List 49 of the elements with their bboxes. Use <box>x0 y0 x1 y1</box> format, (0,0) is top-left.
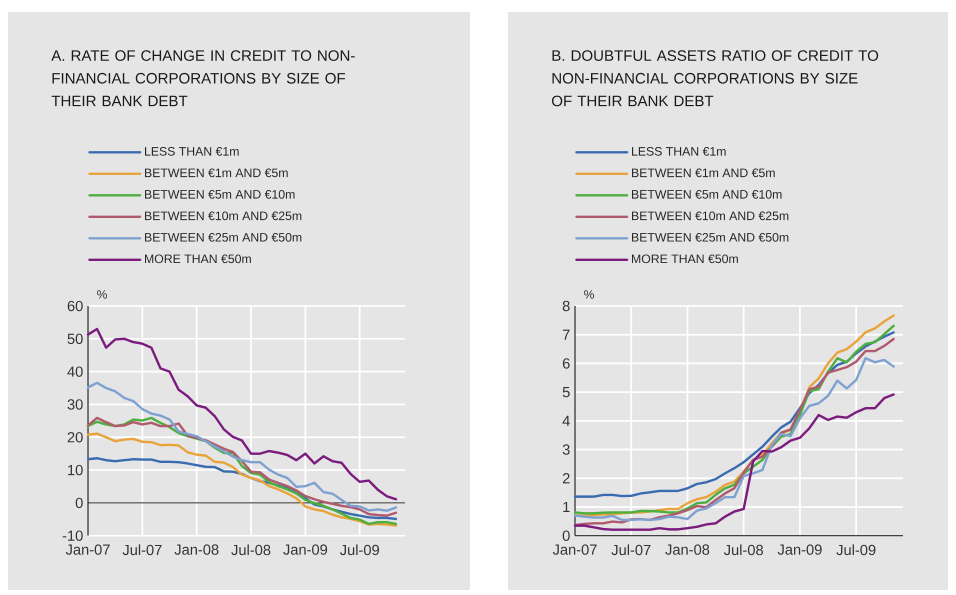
legend-label: MORE THAN €50m <box>632 254 738 264</box>
y-axis-title: % <box>97 290 107 299</box>
legend-label: BETWEEN €1m AND €5m <box>145 168 288 178</box>
y-tick-label: 2 <box>562 473 570 484</box>
legend-label: BETWEEN €25m AND €50m <box>632 232 788 242</box>
y-tick-label: 60 <box>68 300 83 312</box>
y-tick-label: 7 <box>562 330 570 340</box>
line-series <box>86 328 398 500</box>
x-tick-label: Jan-08 <box>665 544 710 555</box>
x-tick-label: Jan-09 <box>283 544 328 555</box>
y-tick-label: 10 <box>68 464 83 476</box>
x-tick-label: Jan-07 <box>552 544 597 555</box>
legend-label: BETWEEN €5m AND €10m <box>145 190 295 199</box>
y-tick-label: 4 <box>562 416 570 426</box>
y-tick-label: 3 <box>562 444 570 455</box>
y-tick-label: -10 <box>62 530 83 541</box>
y-tick-label: 20 <box>68 432 83 442</box>
legend-label: LESS THAN €1m <box>145 146 239 156</box>
y-tick-label: 0 <box>562 530 570 541</box>
x-tick-label: Jul-08 <box>231 544 270 556</box>
x-tick-label: Jul-09 <box>340 544 379 556</box>
legend-label: BETWEEN €10m AND €25m <box>145 211 302 220</box>
chart-title: B. DOUBTFUL ASSETS RATIO OF CREDIT TO NON-FINANCIAL CORPORATIONS BY SIZE OF THEIR BANK DEBT <box>552 50 878 106</box>
y-tick-label: 6 <box>562 358 570 369</box>
x-tick-label: Jan-07 <box>66 544 110 555</box>
line-series <box>86 457 398 520</box>
y-tick-label: 8 <box>562 300 570 312</box>
x-tick-label: Jul-07 <box>122 544 162 556</box>
x-tick-label: Jul-07 <box>611 544 650 556</box>
x-tick-label: Jul-09 <box>836 544 876 556</box>
y-tick-label: 30 <box>68 399 83 410</box>
line-series <box>86 382 398 512</box>
line-series <box>86 432 398 527</box>
y-tick-label: 5 <box>562 387 570 398</box>
y-tick-label: 1 <box>563 502 570 512</box>
legend-label: BETWEEN €5m AND €10m <box>632 190 782 199</box>
x-tick-label: Jan-08 <box>174 544 218 555</box>
y-tick-label: 0 <box>76 498 83 508</box>
legend-label: BETWEEN €25m AND €50m <box>145 232 302 242</box>
legend-label: BETWEEN €1m AND €5m <box>632 168 775 178</box>
legend-label: LESS THAN €1m <box>632 146 726 156</box>
y-tick-label: 40 <box>67 366 83 377</box>
chart-title: A. RATE OF CHANGE IN CREDIT TO NON-FINANCIAL CORPORATIONS BY SIZE OF THEIR BANK DEBT <box>51 50 355 106</box>
x-tick-label: Jul-08 <box>724 544 764 556</box>
legend-label: MORE THAN €50m <box>145 254 251 264</box>
legend-label: BETWEEN €10m AND €25m <box>632 211 788 220</box>
y-tick-label: 50 <box>68 334 83 344</box>
x-tick-label: Jan-09 <box>778 544 822 555</box>
y-axis-title: % <box>584 290 594 299</box>
